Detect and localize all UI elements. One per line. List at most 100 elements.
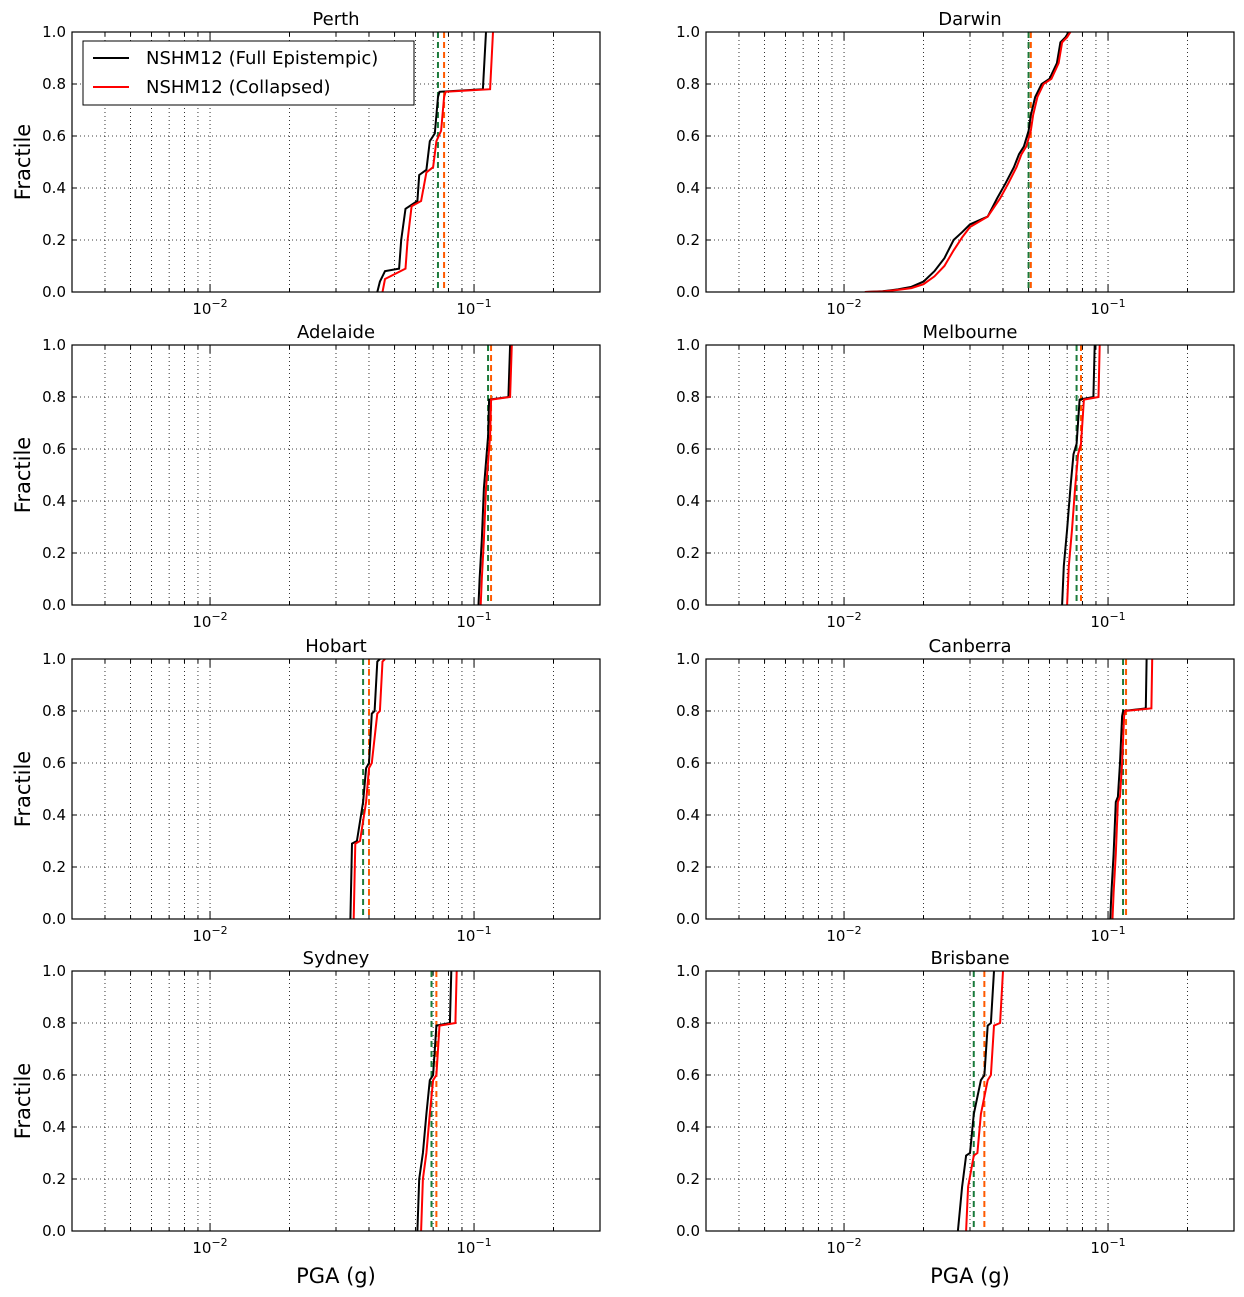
y-tick-label: 1.0	[42, 23, 66, 41]
axes-frame	[705, 344, 1235, 606]
plot-area	[477, 345, 513, 605]
x-tick-label: 10−2	[192, 1236, 227, 1257]
y-tick-label: 0.4	[42, 806, 66, 824]
y-tick-label: 1.0	[42, 962, 66, 980]
axes-frame	[71, 970, 601, 1232]
panel-hobart: 0.0 0.2 0.4 0.6 0.8 1.0 10−2 10−1 Hobart Fractile	[11, 636, 601, 945]
x-tick-label: 10−1	[456, 924, 491, 945]
y-tick-label: 0.2	[42, 231, 66, 249]
series-line-collapsed	[1066, 345, 1101, 605]
y-tick-label: 0.2	[42, 544, 66, 562]
y-tick-label: 0.6	[42, 127, 66, 145]
series-line-full	[956, 971, 995, 1231]
plot-area	[864, 32, 1072, 292]
y-tick-label: 1.0	[42, 650, 66, 668]
grid	[72, 659, 600, 919]
y-tick-label: 0.6	[42, 754, 66, 772]
panel-perth: 0.0 0.2 0.4 0.6 0.8 1.0 10−2 10−1 Perth Fractile N…	[11, 9, 601, 318]
grid	[706, 971, 1234, 1231]
x-tick-label: 10−1	[456, 610, 491, 631]
y-tick-label: 0.8	[676, 388, 700, 406]
y-tick-label: 0.6	[676, 1066, 700, 1084]
y-tick-label: 0.2	[676, 1170, 700, 1188]
y-tick-label: 0.2	[676, 231, 700, 249]
axes-frame	[705, 970, 1235, 1232]
y-tick-label: 0.4	[42, 179, 66, 197]
y-tick-label: 1.0	[676, 962, 700, 980]
x-tick-label: 10−2	[826, 1236, 861, 1257]
series-line-full	[376, 32, 487, 292]
panel-melbourne: 0.0 0.2 0.4 0.6 0.8 1.0 10−2 10−1 Melbourne	[676, 322, 1235, 631]
panel-title: Melbourne	[922, 322, 1017, 343]
y-tick-label: 0.2	[676, 858, 700, 876]
x-tick-label: 10−2	[192, 297, 227, 318]
panel-title: Brisbane	[930, 948, 1009, 969]
axes-frame	[71, 344, 601, 606]
panel-title: Hobart	[305, 636, 366, 657]
series-line-collapsed	[965, 971, 1004, 1231]
grid	[706, 659, 1234, 919]
y-tick-label: 0.8	[42, 1014, 66, 1032]
y-tick-label: 0.8	[42, 388, 66, 406]
series-line-collapsed	[479, 345, 513, 605]
y-tick-label: 0.0	[676, 596, 700, 614]
legend-box	[82, 40, 415, 106]
y-axis-label: Fractile	[11, 751, 35, 827]
y-tick-label: 1.0	[676, 23, 700, 41]
x-tick-label: 10−1	[1090, 1236, 1125, 1257]
y-tick-label: 0.4	[42, 1118, 66, 1136]
plot-area	[416, 971, 458, 1231]
y-tick-label: 0.4	[676, 1118, 700, 1136]
grid	[706, 32, 1234, 292]
y-tick-label: 0.2	[42, 1170, 66, 1188]
axes-frame	[705, 31, 1235, 293]
y-tick-label: 0.0	[42, 596, 66, 614]
axes-frame	[71, 658, 601, 920]
y-axis-label: Fractile	[11, 124, 35, 200]
x-tick-label: 10−1	[1090, 297, 1125, 318]
x-tick-label: 10−1	[456, 297, 491, 318]
x-tick-label: 10−1	[456, 1236, 491, 1257]
axes-frame	[705, 658, 1235, 920]
x-tick-label: 10−2	[192, 610, 227, 631]
y-tick-label: 0.6	[676, 440, 700, 458]
y-tick-label: 0.4	[676, 806, 700, 824]
x-tick-label: 10−2	[826, 297, 861, 318]
legend: NSHM12 (Full Epistempic) NSHM12 (Collapse…	[82, 40, 415, 106]
y-tick-label: 0.4	[676, 492, 700, 510]
y-tick-label: 1.0	[676, 336, 700, 354]
x-tick-label: 10−2	[826, 924, 861, 945]
grid	[72, 345, 600, 605]
y-axis-label: Fractile	[11, 437, 35, 513]
series-line-full	[864, 32, 1070, 292]
panel-title: Darwin	[938, 9, 1001, 30]
y-tick-label: 0.8	[42, 702, 66, 720]
plot-area	[956, 971, 1004, 1231]
y-tick-label: 0.0	[676, 1222, 700, 1240]
plot-area	[1109, 659, 1154, 919]
series-line-full	[1109, 659, 1148, 919]
legend-label: NSHM12 (Collapsed)	[146, 77, 331, 98]
panel-brisbane: 0.0 0.2 0.4 0.6 0.8 1.0 10−2 10−1 Brisbane PGA (g…	[676, 948, 1235, 1288]
legend-label: NSHM12 (Full Epistempic)	[146, 48, 378, 69]
y-tick-label: 1.0	[676, 650, 700, 668]
plot-area	[1061, 345, 1101, 605]
grid	[72, 971, 600, 1231]
y-tick-label: 1.0	[42, 336, 66, 354]
series-line-full	[349, 659, 381, 919]
panel-canberra: 0.0 0.2 0.4 0.6 0.8 1.0 10−2 10−1 Canberra	[676, 636, 1235, 945]
y-tick-label: 0.6	[676, 754, 700, 772]
series-line-collapsed	[352, 659, 386, 919]
plot-area	[349, 659, 386, 919]
y-tick-label: 0.4	[676, 179, 700, 197]
y-axis-label: Fractile	[11, 1063, 35, 1139]
y-tick-label: 0.6	[42, 1066, 66, 1084]
y-tick-label: 0.6	[42, 440, 66, 458]
y-tick-label: 0.8	[676, 702, 700, 720]
series-line-collapsed	[864, 32, 1072, 292]
x-axis-label: PGA (g)	[296, 1264, 376, 1288]
series-line-collapsed	[1111, 659, 1154, 919]
y-tick-label: 0.0	[676, 283, 700, 301]
y-tick-label: 0.0	[42, 283, 66, 301]
